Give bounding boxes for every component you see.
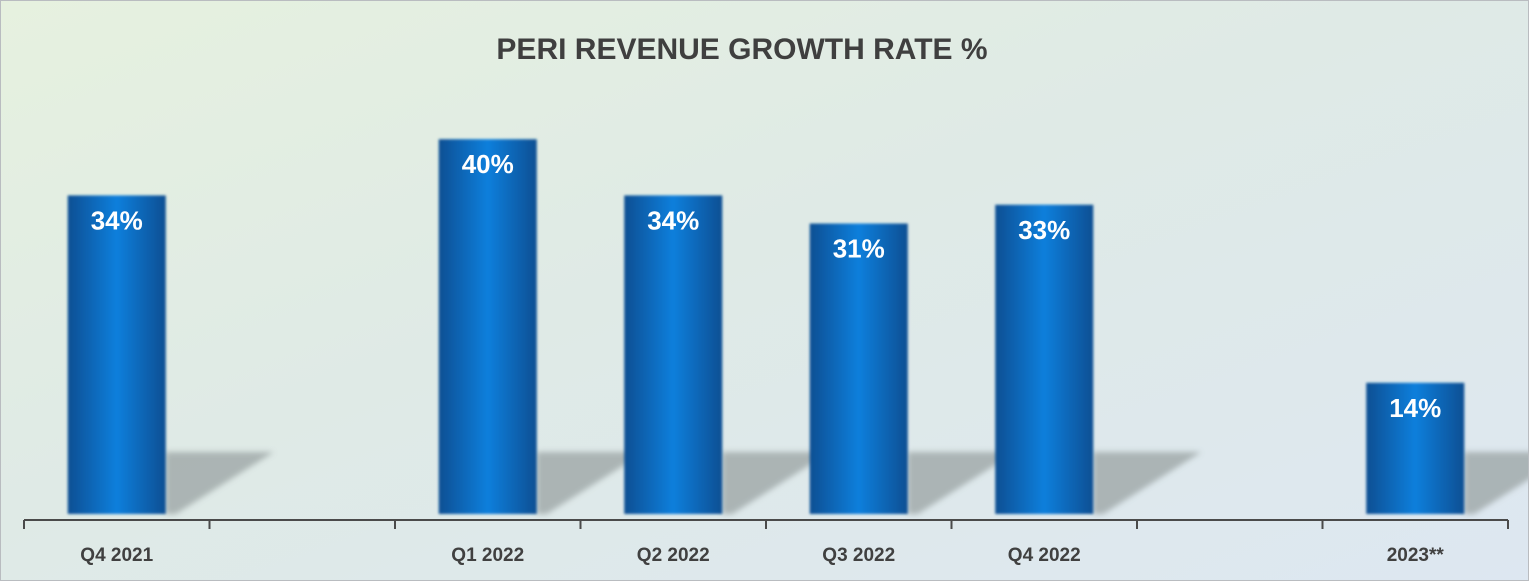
data-label: 34% <box>91 205 143 235</box>
x-tick-label: Q4 2022 <box>1008 545 1081 566</box>
x-axis <box>23 519 1509 529</box>
bar-shadow <box>907 452 1016 514</box>
bar <box>1366 382 1465 514</box>
x-tick-label: Q1 2022 <box>451 545 524 566</box>
data-label: 33% <box>1018 215 1070 245</box>
x-tick-label: Q4 2021 <box>80 545 153 566</box>
data-label: 31% <box>833 234 885 264</box>
chart-title: PERI REVENUE GROWTH RATE % <box>496 33 987 66</box>
labels: Q4 2021 34% Q1 2022 40% Q2 2022 34% Q3 2022 31%… <box>80 149 1444 566</box>
bar-shadow <box>1093 452 1202 514</box>
bar-shadow <box>722 452 831 514</box>
bar-shadow <box>536 452 645 514</box>
x-tick-label: 2023** <box>1387 545 1445 566</box>
bar <box>67 195 166 515</box>
x-tick-label: Q2 2022 <box>637 545 710 566</box>
bar <box>624 195 723 515</box>
data-label: 14% <box>1389 393 1441 423</box>
bar-shadow <box>1464 452 1528 514</box>
bar <box>809 223 908 514</box>
data-label: 40% <box>462 149 514 179</box>
bar <box>438 139 537 514</box>
bars <box>67 139 1465 515</box>
x-tick-label: Q3 2022 <box>822 545 895 566</box>
bar-shadow <box>165 452 274 514</box>
bar-shadows <box>165 452 1528 514</box>
bar <box>995 204 1094 515</box>
data-label: 34% <box>647 205 699 235</box>
